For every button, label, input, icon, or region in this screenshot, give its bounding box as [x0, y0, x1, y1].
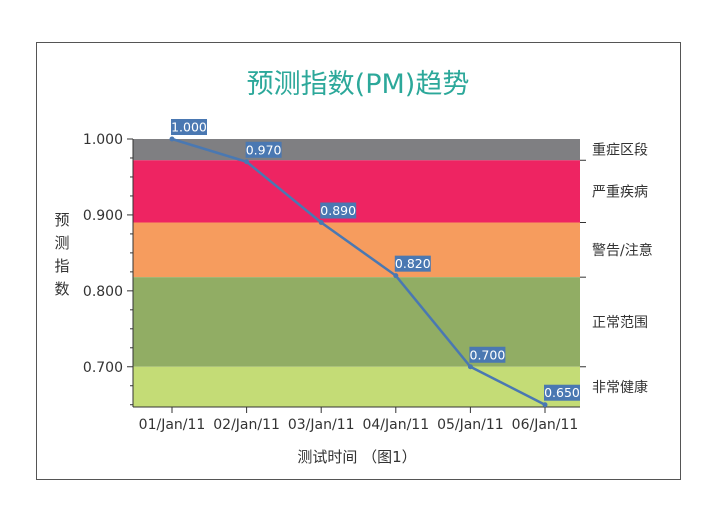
data-label-box: [469, 346, 506, 363]
band-3: [133, 222, 580, 278]
data-point: [542, 402, 548, 408]
data-label: 1.000: [171, 120, 207, 135]
y-tick-label: 0.700: [83, 360, 123, 376]
data-label-box: [544, 384, 580, 401]
data-label: 0.820: [395, 256, 431, 271]
band-1: [133, 139, 580, 161]
data-point: [244, 159, 250, 165]
data-label-box: [171, 119, 207, 135]
data-label-box: [320, 202, 357, 219]
x-tick-label: 01/Jan/11: [139, 417, 206, 433]
band-label-1: 重症区段: [592, 143, 648, 159]
data-label: 0.650: [544, 385, 580, 400]
x-axis-title: 测试时间 （图1）: [297, 448, 416, 466]
band-5: [133, 366, 580, 407]
band-4: [133, 277, 580, 367]
data-label-box: [394, 255, 431, 272]
data-point: [467, 364, 473, 370]
data-label: 0.970: [246, 142, 282, 157]
data-label: 0.700: [470, 347, 506, 362]
data-point: [169, 136, 175, 142]
band-label-3: 警告/注意: [592, 242, 653, 259]
data-point: [393, 273, 399, 279]
data-label: 0.890: [320, 203, 356, 218]
series-line: [171, 137, 546, 406]
band-label-5: 非常健康: [592, 379, 648, 396]
x-tick-label: 06/Jan/11: [512, 417, 579, 433]
x-tick-label: 05/Jan/11: [437, 417, 504, 433]
x-tick-label: 04/Jan/11: [362, 417, 429, 433]
band-2: [133, 160, 580, 223]
y-tick-label: 0.900: [83, 208, 123, 224]
y-axis-title: 预测指数: [54, 211, 69, 298]
data-label-box: [245, 141, 282, 158]
x-tick-label: 02/Jan/11: [213, 417, 280, 433]
data-point: [318, 220, 324, 226]
y-tick-label: 0.800: [83, 284, 123, 300]
x-tick-label: 03/Jan/11: [288, 417, 355, 433]
y-tick-label: 1.000: [83, 132, 123, 148]
band-label-2: 严重疾病: [592, 184, 648, 200]
band-label-4: 正常范围: [592, 314, 648, 331]
chart-title: 预测指数(PM)趋势: [247, 69, 470, 100]
